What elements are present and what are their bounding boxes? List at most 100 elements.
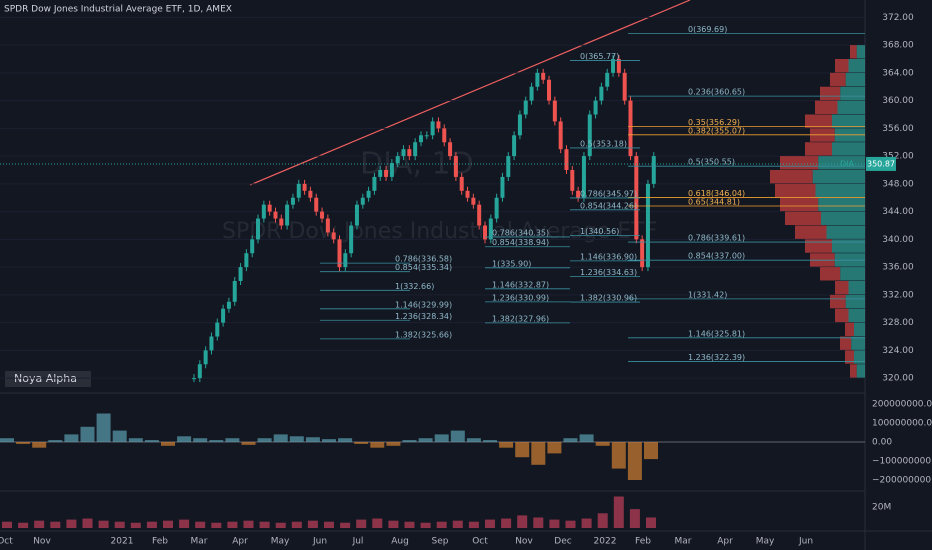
osc-bar (434, 434, 449, 442)
profile-bar-buy (840, 267, 865, 281)
time-label: Mar (675, 537, 692, 547)
candle-body (459, 176, 464, 191)
candle-body (221, 308, 226, 323)
volume-bar (646, 517, 656, 528)
candle-body (273, 211, 278, 219)
osc-bar (386, 442, 401, 446)
osc-bar (257, 438, 272, 442)
osc-bar (144, 440, 159, 442)
candle-body (203, 350, 208, 365)
profile-bar-sell (835, 58, 849, 73)
candle-body (500, 176, 505, 198)
volume-bar (629, 509, 640, 528)
trend-line (249, 0, 691, 186)
candle-body (267, 204, 272, 212)
volume-bar (388, 520, 399, 528)
fib-label: 1(340.56) (580, 227, 619, 236)
volume-bar (163, 520, 173, 528)
volume-bar (291, 521, 302, 528)
profile-bar-sell (830, 294, 846, 309)
osc-bar (450, 430, 465, 442)
time-label: Apr (717, 537, 733, 547)
profile-bar-buy (826, 225, 865, 239)
time-label: Oct (0, 537, 13, 547)
time-label: Jul (352, 537, 364, 547)
osc-bar (466, 438, 481, 442)
candle-body (541, 72, 546, 80)
fib-label: 1.146(336.90) (580, 252, 637, 261)
candle-body (558, 121, 563, 150)
volume-bar (420, 522, 431, 528)
candle-body (424, 135, 429, 137)
fib-label: 1.382(327.96) (492, 314, 549, 323)
fib-label: 0(365.77) (580, 52, 619, 61)
candle-body (209, 336, 214, 351)
price-tick-label: 332.00 (882, 290, 914, 300)
osc-bar (48, 440, 63, 442)
time-label: Mar (191, 537, 208, 547)
candle-body (622, 72, 627, 101)
candle-body (593, 100, 598, 115)
candle-body (244, 253, 249, 268)
profile-bar-sell (815, 100, 838, 114)
time-label: Feb (152, 537, 168, 547)
candle-body (337, 239, 342, 268)
osc-bar (531, 442, 546, 465)
volume-bar (436, 521, 447, 528)
candle-body (285, 204, 290, 226)
profile-bar-sell (835, 308, 849, 323)
volume-bar (243, 520, 254, 528)
osc-bar (225, 438, 240, 442)
price-tick-label: 328.00 (882, 318, 914, 328)
candle-body (442, 128, 447, 143)
osc-bar (354, 442, 369, 444)
profile-bar-sell (805, 114, 832, 128)
candle-body (587, 114, 592, 157)
osc-tick-label: 100000000.00 (872, 419, 932, 429)
candle-body (238, 267, 243, 281)
candle-body (477, 204, 482, 226)
fib-label: 1.146(332.87) (492, 280, 549, 289)
osc-bar (0, 438, 14, 442)
fib-label: 0.618(346.04) (688, 189, 745, 198)
osc-bar (289, 436, 304, 442)
candle-body (354, 204, 359, 226)
price-tick-label: 364.00 (882, 68, 914, 78)
candle-body (360, 197, 365, 205)
fib-label: 0.786(336.58) (395, 255, 452, 264)
fib-label: 0.382(355.07) (688, 126, 745, 135)
fib-label: 0.5(350.55) (688, 158, 735, 167)
candle-body (605, 72, 610, 87)
candle-body (250, 239, 255, 254)
profile-bar-sell (845, 350, 854, 364)
osc-bar (32, 442, 47, 448)
volume-bar (468, 521, 479, 528)
fib-label: 0.854(337.00) (688, 252, 745, 261)
time-label: Oct (472, 537, 488, 547)
fib-label: 0.786(345.97) (580, 189, 637, 198)
profile-bar-sell (785, 211, 821, 225)
candle-body (418, 135, 423, 143)
candle-body (384, 169, 389, 177)
candle-body (197, 364, 202, 379)
volume-bar (404, 521, 415, 528)
candle-body (302, 183, 307, 191)
candle-body (535, 72, 540, 87)
volume-bar (324, 521, 334, 528)
candle-body (308, 190, 313, 198)
volume-bar (613, 496, 624, 528)
fib-label: 0.35(356.29) (688, 118, 740, 127)
price-tick-label: 344.00 (882, 207, 914, 217)
volume-bar (307, 520, 318, 528)
time-label: Sep (432, 537, 449, 547)
candle-body (314, 197, 319, 212)
fib-label: 1(331.42) (688, 290, 727, 299)
fib-label: 0(369.69) (688, 25, 727, 34)
fib-label: 1.146(329.99) (395, 300, 452, 309)
volume-bar (372, 518, 383, 528)
candle-body (389, 163, 394, 177)
fib-label: 1.236(322.39) (688, 353, 745, 362)
candle-body (320, 211, 325, 219)
osc-bar (177, 436, 192, 442)
candle-body (523, 100, 528, 115)
